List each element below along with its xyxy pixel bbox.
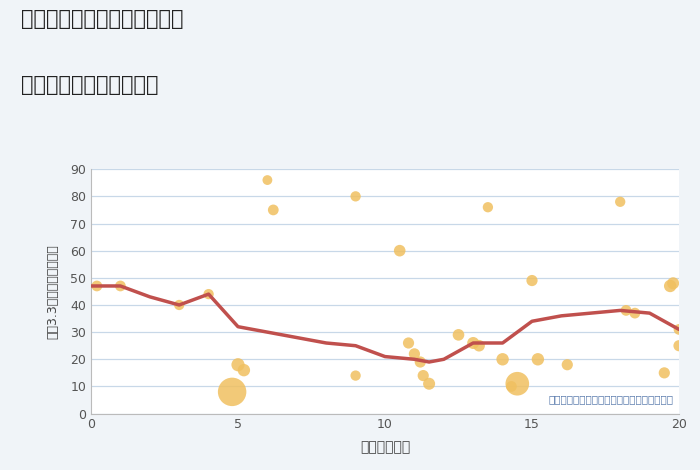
Point [414,358,426,366]
Point [673,326,685,333]
Point [203,290,214,298]
Point [561,361,573,368]
Point [468,339,479,347]
Point [350,193,361,200]
Point [532,355,543,363]
Point [664,282,676,290]
Point [115,282,126,290]
Point [506,383,517,390]
Point [615,198,626,205]
Point [526,277,538,284]
Point [473,342,484,350]
Point [350,372,361,379]
Point [394,247,405,254]
Point [497,355,508,363]
Text: 円の大きさは、取引のあった物件面積を示す: 円の大きさは、取引のあった物件面積を示す [548,394,673,404]
Text: 駅距離別中古戸建て価格: 駅距離別中古戸建て価格 [21,75,158,95]
Point [403,339,414,347]
Point [409,350,420,358]
Point [262,176,273,184]
Point [232,361,244,368]
X-axis label: 駅距離（分）: 駅距離（分） [360,440,410,454]
Point [91,282,102,290]
Point [668,280,679,287]
Point [453,331,464,338]
Point [174,301,185,309]
Point [629,309,641,317]
Text: 福岡県遠賀郡岡垣町東高倉の: 福岡県遠賀郡岡垣町東高倉の [21,9,183,30]
Point [512,380,523,387]
Point [482,204,493,211]
Point [673,342,685,350]
Point [424,380,435,387]
Point [659,369,670,376]
Point [238,367,249,374]
Point [620,306,631,314]
Point [227,388,238,396]
Point [418,372,429,379]
Point [267,206,279,214]
Y-axis label: 坪（3.3㎡）単価（万円）: 坪（3.3㎡）単価（万円） [46,244,59,339]
